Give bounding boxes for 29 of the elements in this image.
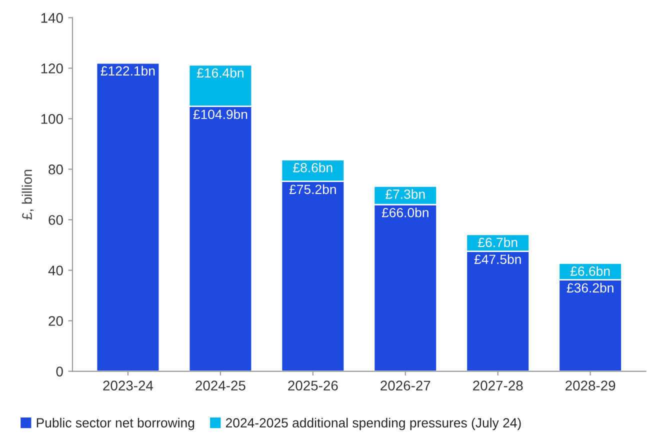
data-label: £8.6bn bbox=[293, 162, 332, 172]
y-tick-label: 0 bbox=[56, 366, 63, 376]
data-label: £75.2bn bbox=[289, 184, 336, 194]
y-tick-label: 140 bbox=[41, 13, 63, 23]
bar bbox=[96, 62, 160, 372]
legend-label: Public sector net borrowing bbox=[36, 418, 194, 430]
x-tick-label: 2024-25 bbox=[196, 380, 246, 391]
data-label: £47.5bn bbox=[474, 254, 521, 264]
data-label: £6.7bn bbox=[478, 237, 518, 248]
x-tick-label: 2026-27 bbox=[380, 380, 430, 391]
data-label: £36.2bn bbox=[566, 282, 614, 293]
data-label: £7.3bn bbox=[386, 189, 425, 199]
x-tick-label: 2028-29 bbox=[566, 380, 616, 391]
y-tick-label: 20 bbox=[48, 316, 63, 326]
data-label: £66.0bn bbox=[382, 208, 428, 218]
legend-label: 2024-2025 additional spending pressures (July 24) bbox=[226, 418, 521, 430]
data-label: £122.1bn bbox=[100, 66, 155, 76]
y-tick-label: 120 bbox=[41, 64, 63, 74]
y-tick-label: 100 bbox=[41, 114, 63, 124]
data-label: £104.9bn bbox=[193, 109, 248, 120]
y-axis-title: £, billion bbox=[22, 170, 34, 220]
y-tick-label: 60 bbox=[48, 215, 63, 225]
x-tick-label: 2025-26 bbox=[288, 380, 338, 391]
x-tick-label: 2023-24 bbox=[103, 380, 154, 391]
y-tick-label: 80 bbox=[48, 164, 63, 174]
y-tick-label: 40 bbox=[48, 266, 63, 276]
data-label: £16.4bn bbox=[196, 68, 244, 78]
data-label: £6.6bn bbox=[570, 266, 610, 276]
x-tick-label: 2027-28 bbox=[473, 380, 523, 391]
